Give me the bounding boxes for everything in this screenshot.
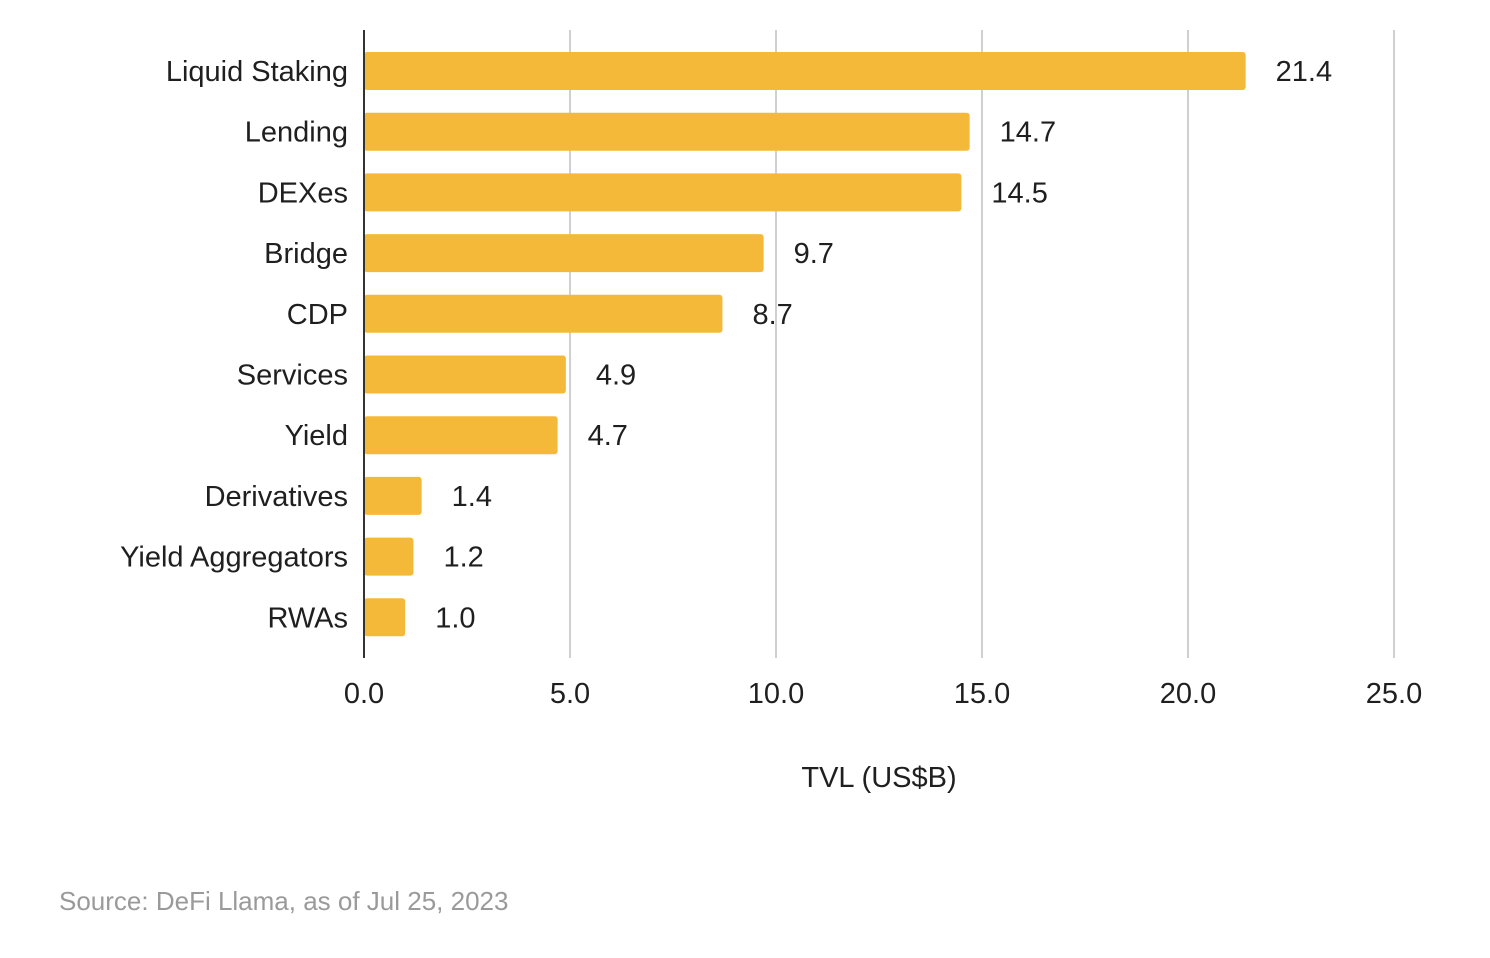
bar-5 bbox=[364, 355, 566, 394]
x-axis-title: TVL (US$B) bbox=[801, 762, 956, 794]
bar-6 bbox=[364, 416, 558, 455]
x-tick-label-2: 10.0 bbox=[748, 678, 804, 710]
bar-0 bbox=[364, 52, 1246, 90]
value-label-7: 1.4 bbox=[452, 481, 492, 513]
x-tick-labels: 0.0 5.0 10.0 15.0 20.0 25.0 bbox=[344, 678, 1422, 710]
value-label-8: 1.2 bbox=[443, 542, 483, 574]
category-label-7: Derivatives bbox=[205, 481, 348, 513]
category-label-8: Yield Aggregators bbox=[120, 542, 348, 574]
x-tick-label-0: 0.0 bbox=[344, 678, 384, 710]
bar-4 bbox=[364, 294, 723, 333]
value-label-2: 14.5 bbox=[991, 177, 1047, 209]
bar-7 bbox=[364, 476, 422, 515]
value-label-0: 21.4 bbox=[1276, 56, 1332, 88]
category-label-9: RWAs bbox=[267, 602, 348, 634]
x-tick-label-4: 20.0 bbox=[1160, 678, 1216, 710]
value-label-5: 4.9 bbox=[596, 360, 636, 392]
source-note: Source: DeFi Llama, as of Jul 25, 2023 bbox=[59, 886, 509, 916]
bar-3 bbox=[364, 234, 764, 273]
bar-2 bbox=[364, 173, 962, 212]
value-label-4: 8.7 bbox=[752, 299, 792, 331]
value-label-3: 9.7 bbox=[794, 238, 834, 270]
category-labels: Liquid Staking Lending DEXes Bridge CDP Servi… bbox=[120, 56, 348, 634]
category-label-5: Services bbox=[237, 360, 348, 392]
bar-1 bbox=[364, 112, 970, 151]
category-label-6: Yield bbox=[285, 420, 348, 452]
bar-9 bbox=[364, 598, 406, 637]
value-label-1: 14.7 bbox=[1000, 117, 1056, 149]
category-label-1: Lending bbox=[245, 117, 348, 149]
x-tick-label-5: 25.0 bbox=[1366, 678, 1422, 710]
category-label-0: Liquid Staking bbox=[166, 56, 348, 88]
x-tick-label-3: 15.0 bbox=[954, 678, 1010, 710]
value-label-9: 1.0 bbox=[435, 602, 475, 634]
category-label-4: CDP bbox=[287, 299, 348, 331]
value-labels: 21.4 14.7 14.5 9.78.7 4.9 4.7 1.4 1.2 1.0 bbox=[435, 56, 1332, 634]
category-label-2: DEXes bbox=[258, 177, 348, 209]
value-label-6: 4.7 bbox=[588, 420, 628, 452]
category-label-3: Bridge bbox=[264, 238, 348, 270]
x-tick-label-1: 5.0 bbox=[550, 678, 590, 710]
bars bbox=[364, 52, 1246, 637]
bar-8 bbox=[364, 537, 414, 576]
